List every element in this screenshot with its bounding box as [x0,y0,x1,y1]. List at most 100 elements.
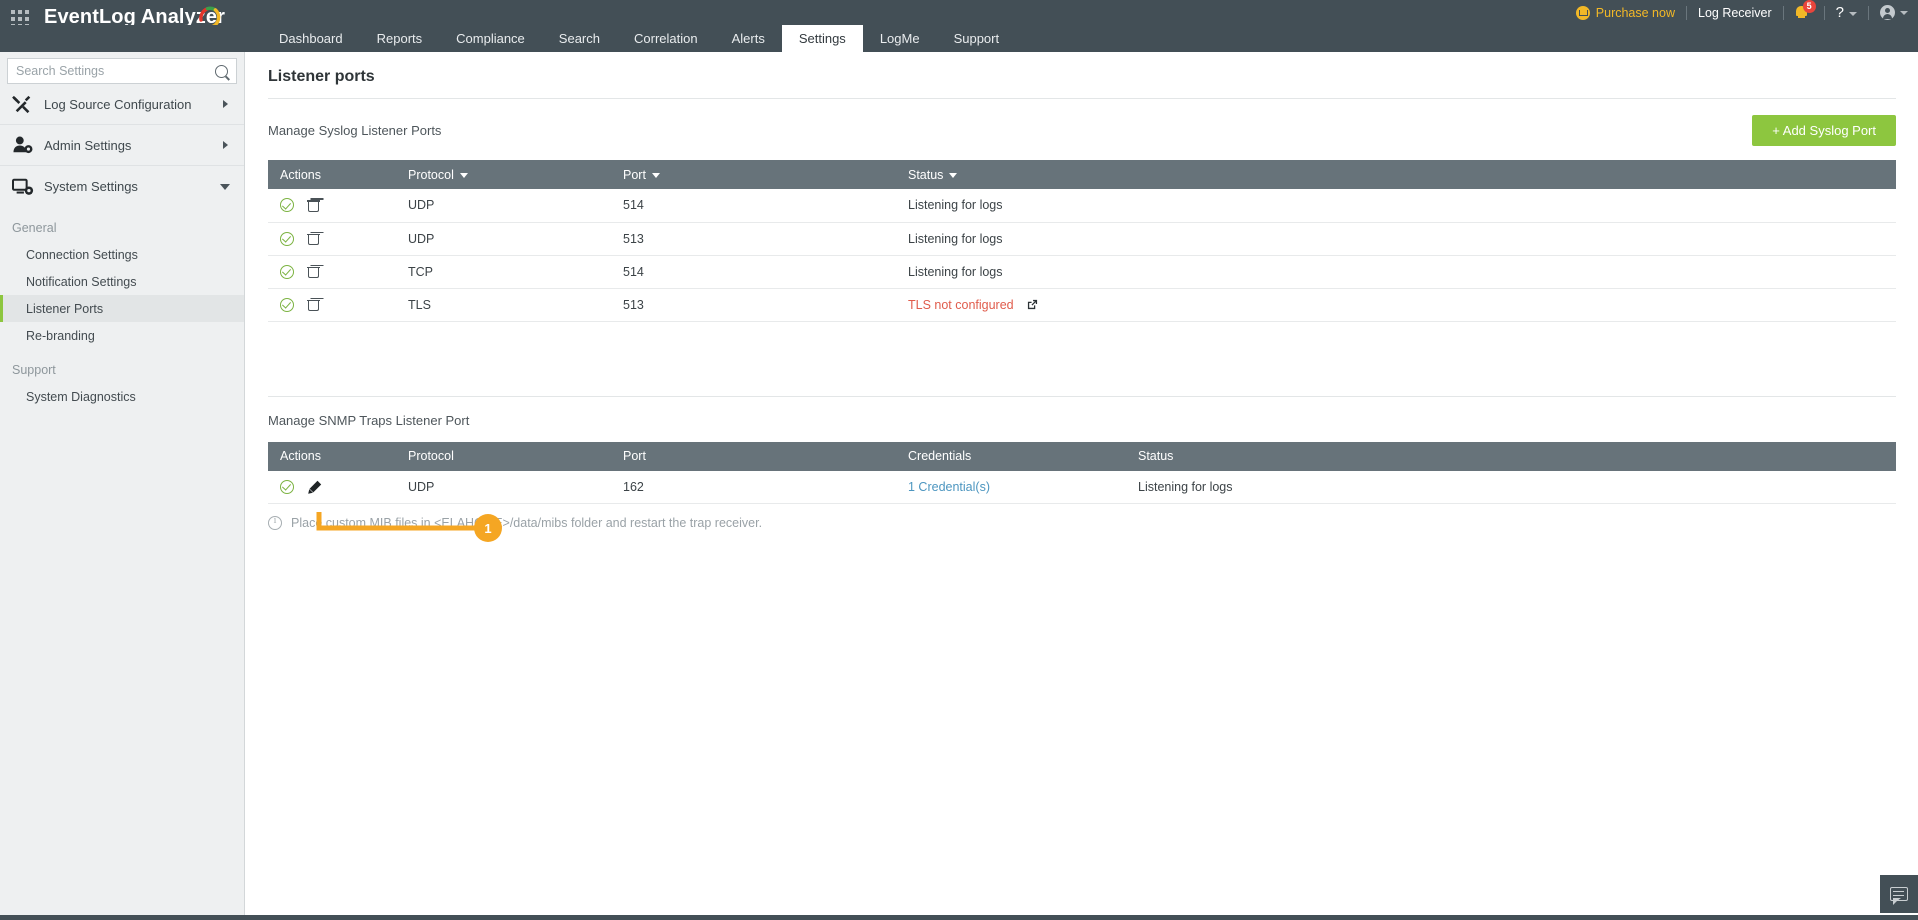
chat-support-button[interactable] [1880,875,1918,913]
table-row: UDP 162 1 Credential(s) Listening for lo… [268,470,1896,504]
status-text: TLS not configured [908,297,1014,312]
sidebar-item-listener-ports[interactable]: Listener Ports [0,295,244,322]
page-title: Listener ports [268,68,375,85]
tab-search[interactable]: Search [558,31,600,46]
help-menu[interactable]: ? [1836,4,1857,21]
chevron-right-icon [223,141,228,149]
column-header-port[interactable]: Port [611,160,896,189]
cell-credentials: 1 Credential(s) [896,470,1126,504]
cell-actions [268,222,396,256]
help-icon: ? [1835,4,1844,21]
snmp-section-title: Manage SNMP Traps Listener Port [268,412,470,428]
notification-count-badge: 5 [1802,0,1816,13]
snmp-section-header: Manage SNMP Traps Listener Port [246,397,1918,428]
enable-status-icon[interactable] [280,198,294,213]
bottom-strip [0,915,1918,920]
search-settings-field[interactable] [7,58,237,84]
user-account-menu[interactable] [1880,5,1908,21]
delete-icon[interactable] [307,199,320,212]
sidebar-group-label: Log Source Configuration [44,96,192,112]
top-header-bar: EventLog Analyzer Purchase now Log Recei… [0,0,1918,29]
sidebar-item-notification-settings[interactable]: Notification Settings [26,274,137,289]
user-gear-icon [13,136,33,154]
callout-step-number: 1 [474,514,502,542]
delete-icon[interactable] [307,298,320,311]
cell-port: 513 [611,222,896,256]
cell-port: 514 [611,255,896,289]
notifications-bell-icon[interactable]: 5 [1795,0,1816,22]
table-row: UDP 513 Listening for logs [268,222,1896,256]
cell-protocol: UDP [396,222,611,256]
primary-navigation-bar: Dashboard Reports Compliance Search Corr… [0,25,1918,75]
syslog-section-header: Manage Syslog Listener Ports + Add Syslo… [246,99,1918,146]
table-row: TLS 513 TLS not configured [268,288,1896,322]
purchase-now-button[interactable]: Purchase now [1575,5,1675,20]
chevron-down-icon [1849,11,1857,16]
cell-status: Listening for logs [896,222,1896,256]
sidebar-group-system-settings[interactable]: System Settings [0,166,244,207]
tab-logme[interactable]: LogMe [879,31,920,46]
divider [1782,5,1784,20]
delete-icon[interactable] [307,265,320,278]
cell-status: Listening for logs [1126,470,1896,504]
cell-protocol: UDP [396,470,611,504]
chevron-down-icon [1900,10,1908,15]
divider [1823,5,1825,20]
enable-status-icon[interactable] [280,264,294,279]
snmp-traps-table: Actions Protocol Port Credentials Status [268,441,1896,504]
cell-port: 162 [611,470,896,504]
column-header-status[interactable]: Status [896,160,1896,189]
sidebar-item-connection-settings[interactable]: Connection Settings [26,247,138,262]
cell-protocol: TCP [396,255,611,289]
cell-actions [268,288,396,322]
syslog-section-title: Manage Syslog Listener Ports [268,123,442,138]
sort-caret-icon [459,172,468,178]
cell-port: 513 [611,288,896,322]
cell-status: TLS not configured [896,288,1896,322]
tab-compliance[interactable]: Compliance [456,31,525,46]
enable-status-icon[interactable] [280,479,294,494]
sort-caret-icon [651,172,660,178]
column-header-protocol: Protocol [396,441,611,471]
tab-settings[interactable]: Settings [781,25,863,52]
delete-icon[interactable] [307,232,320,245]
search-icon [212,61,231,81]
log-receiver-button[interactable]: Log Receiver [1698,5,1772,20]
tab-dashboard[interactable]: Dashboard [279,31,343,46]
settings-sidebar: Log Source Configuration Admin Settings … [0,52,245,920]
info-icon [268,515,282,530]
sidebar-section-heading-general: General [12,221,57,235]
tab-support[interactable]: Support [953,31,1000,46]
credentials-link[interactable]: 1 Credential(s) [908,479,990,494]
column-header-protocol[interactable]: Protocol [396,160,611,189]
search-input[interactable] [16,64,215,78]
sort-caret-icon [949,172,958,178]
main-content: Listener ports Manage Syslog Listener Po… [246,52,1918,920]
sidebar-group-log-source-configuration[interactable]: Log Source Configuration [0,84,244,125]
enable-status-icon[interactable] [280,231,294,246]
sidebar-group-admin-settings[interactable]: Admin Settings [0,125,244,166]
chevron-right-icon [223,100,228,108]
tab-correlation[interactable]: Correlation [634,31,698,46]
sidebar-section-heading-support: Support [12,363,56,377]
sidebar-item-re-branding[interactable]: Re-branding [26,328,95,343]
table-header-row: Actions Protocol Port Credentials Status [268,441,1896,471]
primary-nav-items: Dashboard Reports Compliance Search Corr… [262,25,1016,52]
cell-actions [268,470,396,504]
mib-note-text: Place custom MIB files in <ELAHOME>/data… [291,516,763,530]
avatar-icon [1880,5,1895,21]
header-utility-group: Purchase now Log Receiver 5 ? [1575,0,1908,25]
column-header-actions: Actions [268,160,396,189]
divider [1686,5,1687,20]
sidebar-item-system-diagnostics[interactable]: System Diagnostics [26,389,136,404]
external-link-icon[interactable] [1027,299,1038,310]
enable-status-icon[interactable] [280,297,294,312]
tab-reports[interactable]: Reports [376,31,423,46]
add-syslog-port-button[interactable]: + Add Syslog Port [1752,115,1896,146]
cart-icon [1575,5,1590,20]
edit-pencil-icon[interactable] [308,480,322,494]
chevron-down-icon [220,183,230,190]
tab-alerts[interactable]: Alerts [731,31,765,46]
cell-protocol: UDP [396,189,611,223]
monitor-gear-icon [12,178,34,195]
